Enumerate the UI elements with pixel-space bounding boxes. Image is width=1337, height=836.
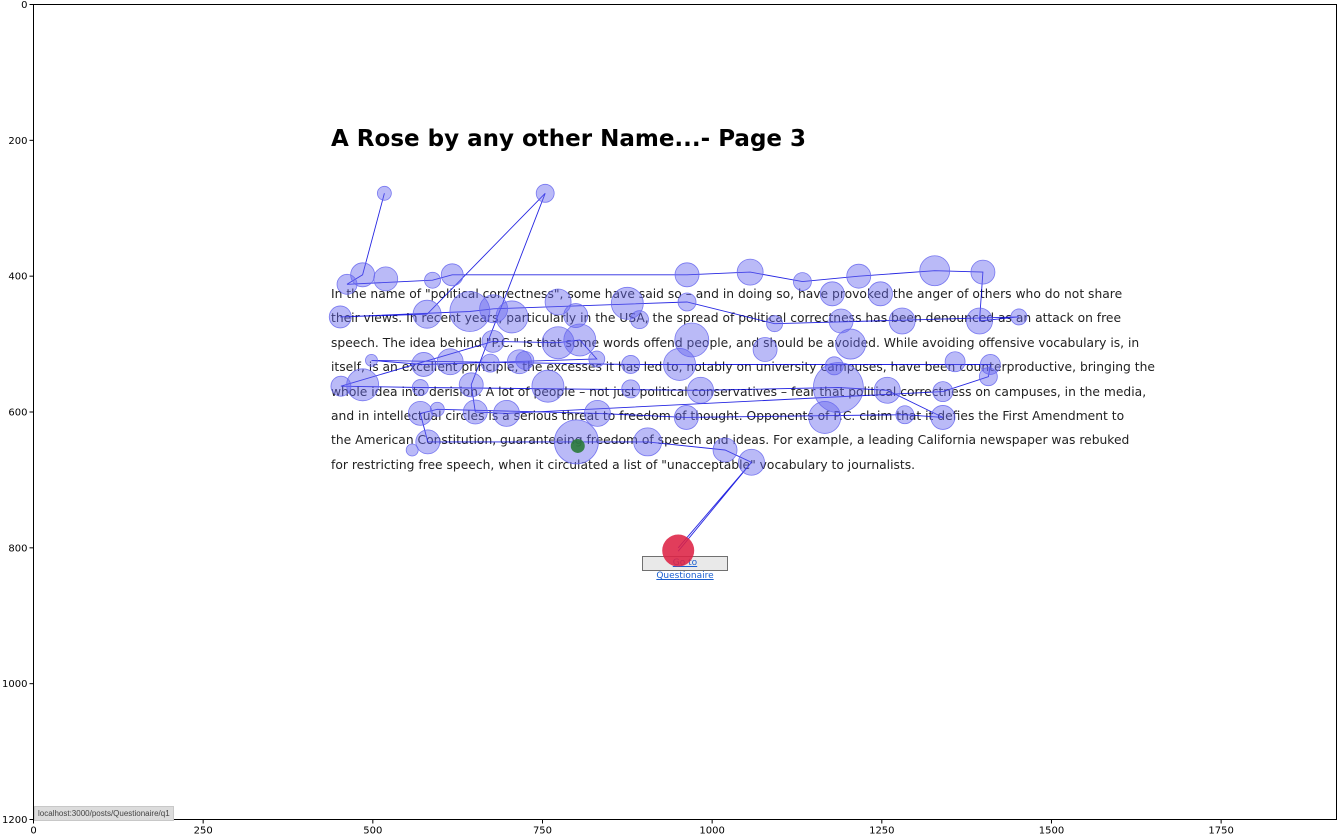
x-axis-ticks: 0 250 500 750 1000 1250 1500 1750 xyxy=(30,819,1234,836)
page-title: A Rose by any other Name...- Page 3 xyxy=(331,126,807,152)
x-tick-label: 1750 xyxy=(1208,826,1233,836)
x-tick-label: 0 xyxy=(30,826,36,836)
y-tick-label: 1000 xyxy=(2,679,27,690)
passage-line: the American Constitution, guaranteeing … xyxy=(331,433,1130,448)
passage-line: In the name of "political correctness", … xyxy=(331,287,1123,301)
passage-line: for restricting free speech, when it cir… xyxy=(331,457,916,472)
passage-line: itself, is an excellent principle, the e… xyxy=(331,360,1155,375)
reading-passage: In the name of "political correctness", … xyxy=(331,282,1155,477)
y-tick-label: 1200 xyxy=(2,815,27,826)
passage-line: whole idea into derision. A lot of peopl… xyxy=(331,384,1147,399)
status-bar-url: localhost:3000/posts/Questionaire/q1 xyxy=(34,806,174,821)
x-tick-label: 500 xyxy=(363,826,382,836)
y-axis-ticks: 0 200 400 600 800 1000 1200 xyxy=(2,0,34,826)
y-tick-label: 800 xyxy=(8,543,27,554)
x-tick-label: 250 xyxy=(194,826,213,836)
passage-line: their views. In recent years, particular… xyxy=(331,311,1122,326)
go-to-questionaire-button[interactable]: Go to Questionaire xyxy=(642,556,728,581)
x-tick-label: 1000 xyxy=(699,826,724,836)
x-tick-label: 1250 xyxy=(869,826,894,836)
y-tick-label: 600 xyxy=(8,408,27,419)
passage-line: speech. The idea behind "P.C." is that s… xyxy=(331,335,1140,350)
passage-line: and in intellectual circles is a serious… xyxy=(331,409,1125,424)
x-tick-label: 750 xyxy=(533,826,552,836)
y-tick-label: 0 xyxy=(21,0,27,11)
y-tick-label: 200 xyxy=(8,136,27,147)
y-tick-label: 400 xyxy=(8,272,27,283)
x-tick-label: 1500 xyxy=(1039,826,1064,836)
